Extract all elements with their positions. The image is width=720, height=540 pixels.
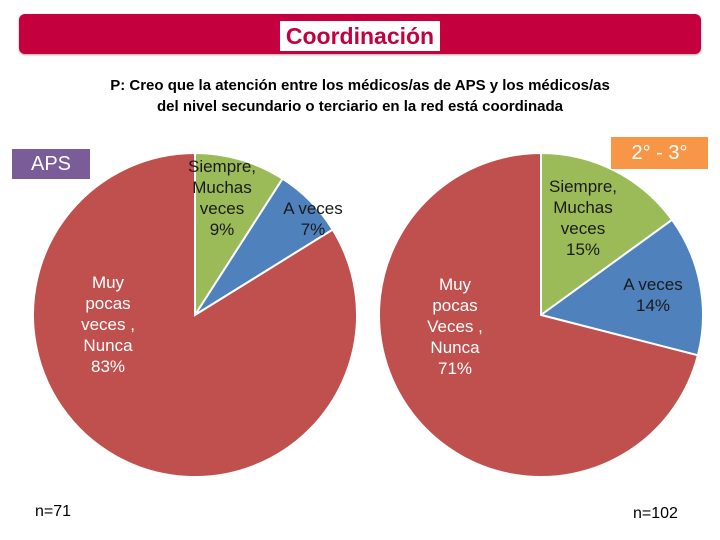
slice-label-secondary-tertiary-muy-pocas: Muy pocas Veces , Nunca 71%	[427, 275, 483, 378]
slice-label-secondary-tertiary-siempre: Siempre, Muchas veces 15%	[549, 177, 617, 259]
question-text: P: Creo que la atención entre los médico…	[20, 75, 700, 117]
chart-title-secondary-tertiary: 2° - 3°	[611, 137, 708, 169]
pie-slice-secondary-tertiary-muy-pocas	[378, 151, 700, 478]
sample-size-secondary-tertiary: n=102	[633, 505, 678, 522]
pie-slice-aps-siempre	[194, 151, 284, 319]
sample-size-aps: n=71	[35, 503, 72, 520]
pie-slice-secondary-tertiary-a-veces	[538, 218, 704, 357]
title-container: Coordinación	[0, 21, 720, 58]
chart-title-aps: APS	[12, 149, 90, 179]
question-line-1: P: Creo que la atención entre los médico…	[110, 77, 610, 94]
pie-slice-aps-muy-pocas	[32, 151, 358, 478]
slice-label-aps-a-veces: A veces 7%	[283, 199, 343, 239]
question-line-2: del nivel secundario o terciario en la r…	[157, 98, 563, 115]
page-title: Coordinación	[279, 21, 441, 51]
pie-slice-secondary-tertiary-siempre	[540, 151, 674, 317]
slice-label-secondary-tertiary-a-veces: A veces 14%	[623, 275, 683, 315]
slice-label-aps-muy-pocas: Muy pocas veces , Nunca 83%	[81, 273, 135, 376]
slice-label-aps-siempre: Siempre, Muchas veces 9%	[188, 157, 256, 239]
